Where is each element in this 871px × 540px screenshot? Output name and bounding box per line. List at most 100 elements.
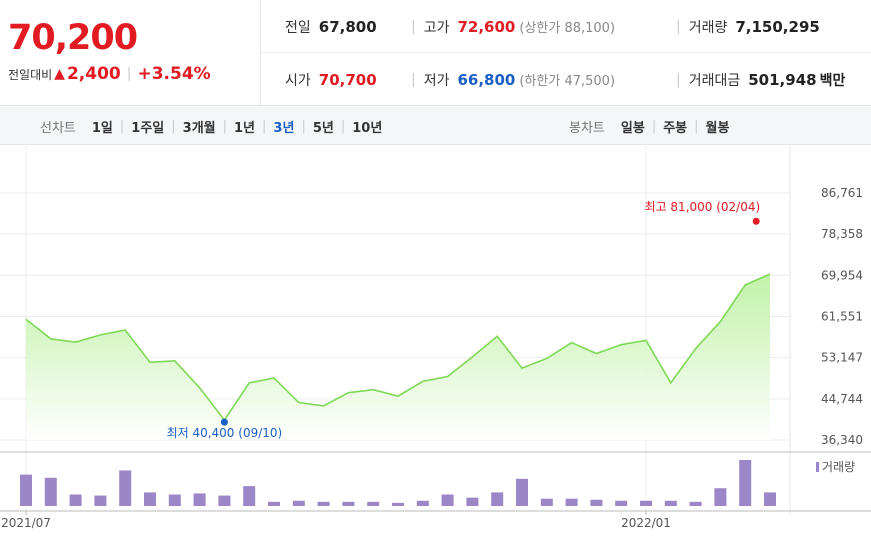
volume-bar <box>367 501 380 506</box>
y-tick-label: 69,954 <box>821 268 863 282</box>
divider: | <box>119 118 125 134</box>
high-label: 고가 <box>423 19 450 36</box>
period-button-4[interactable]: 3년 <box>273 120 295 136</box>
divider: | <box>676 71 681 88</box>
x-axis-ticks: 2021/07 2022/01 <box>1 511 671 530</box>
volume-bar <box>615 500 628 506</box>
volume-bar <box>342 501 355 506</box>
divider: | <box>262 118 267 134</box>
price-box: 70,200 전일대비 ▲ 2,400 | +3.54% <box>0 0 261 106</box>
line-chart-label: 선차트 <box>40 120 76 136</box>
high-value: 72,600 <box>457 17 516 36</box>
y-axis-ticks: 86,761 78,358 69,954 61,551 53,147 44,744 36,3… <box>821 186 863 447</box>
volume-bar <box>20 474 32 506</box>
open-label: 시가 <box>285 72 311 89</box>
stock-header: 70,200 전일대비 ▲ 2,400 | +3.54% 전일 67,800 |… <box>0 0 871 106</box>
volume-bar <box>714 488 727 506</box>
prev-close: 전일 67,800 <box>285 0 377 53</box>
volume-label: 거래량 <box>688 19 728 36</box>
divider: | <box>411 71 416 88</box>
low-label: 저가 <box>423 72 450 89</box>
period-button-5[interactable]: 5년 <box>312 120 334 136</box>
volume-bar <box>739 460 752 506</box>
divider: | <box>171 118 176 134</box>
volume-bar <box>565 498 578 506</box>
divider: | <box>676 18 681 35</box>
line-chart-periods: 선차트 1일 | 1주일 | 3개월 | 1년 | 3년 | 5년 | 10년 <box>40 107 382 145</box>
price-line <box>25 273 771 422</box>
up-arrow-icon: ▲ <box>54 66 65 82</box>
volume-bar <box>144 492 156 506</box>
period-button-6[interactable]: 10년 <box>352 120 383 136</box>
y-tick-label: 44,744 <box>821 392 863 406</box>
volume-bar <box>268 501 280 506</box>
volume-bar <box>441 494 454 506</box>
info-row-1: 전일 67,800 | 고가 72,600 (상한가 88,100) | 거래량… <box>261 0 871 53</box>
candle-period-button-0[interactable]: 일봉 <box>620 120 645 136</box>
y-tick-label: 78,358 <box>821 227 863 241</box>
prev-close-value: 67,800 <box>318 17 377 36</box>
volume-bar <box>516 478 528 506</box>
divider: | <box>340 118 346 134</box>
volume-bar <box>540 498 553 506</box>
volume-bar <box>664 500 677 506</box>
open-value: 70,700 <box>318 70 377 89</box>
candle-chart-label: 봉차트 <box>569 120 605 136</box>
volume-bar <box>44 477 57 506</box>
volume-bar <box>466 497 479 506</box>
min-point-label: 최저 40,400 (09/10) <box>167 426 283 440</box>
volume-legend-swatch <box>816 462 819 472</box>
volume-bar <box>317 501 330 506</box>
divider: | <box>411 18 416 35</box>
volume-bar <box>218 495 231 506</box>
volume-bar <box>243 486 256 506</box>
volume-value: 7,150,295 <box>735 17 820 36</box>
period-button-1[interactable]: 1주일 <box>131 120 165 136</box>
y-tick-label: 86,761 <box>821 186 863 200</box>
max-point-label: 최고 81,000 (02/04) <box>645 200 761 214</box>
volume-bar <box>119 470 132 506</box>
info-row-2: 시가 70,700 | 저가 66,800 (하한가 47,500) | 거래대… <box>261 53 871 106</box>
price-chart: 86,761 78,358 69,954 61,551 53,147 44,744 36,3… <box>0 146 871 530</box>
amount-info: | 거래대금 501,948 백만 <box>676 53 845 106</box>
high-price: | 고가 72,600 (상한가 88,100) <box>411 0 615 53</box>
volume-bar <box>69 494 82 506</box>
low-price: | 저가 66,800 (하한가 47,500) <box>411 53 615 106</box>
amount-value: 501,948 <box>748 70 817 89</box>
current-price: 70,200 <box>8 18 138 58</box>
lower-limit: (하한가 47,500) <box>519 74 616 89</box>
price-change-row: 전일대비 ▲ 2,400 | +3.54% <box>8 64 211 84</box>
period-button-2[interactable]: 3개월 <box>182 120 216 136</box>
change-label: 전일대비 <box>8 67 53 82</box>
volume-bar <box>590 499 603 506</box>
chart-annotations: 최고 81,000 (02/04) 최저 40,400 (09/10) <box>167 200 761 440</box>
amount-label: 거래대금 <box>688 72 741 89</box>
price-area-fill <box>26 274 770 440</box>
max-point-marker <box>752 217 760 225</box>
low-value: 66,800 <box>457 70 516 89</box>
volume-bar <box>292 500 305 506</box>
min-point-marker <box>220 418 228 426</box>
volume-bar <box>392 502 404 506</box>
prev-close-label: 전일 <box>285 19 311 36</box>
candle-period-button-1[interactable]: 주봉 <box>663 120 688 136</box>
candle-period-button-2[interactable]: 월봉 <box>705 120 730 136</box>
upper-limit: (상한가 88,100) <box>519 21 616 36</box>
amount-unit: 백만 <box>819 72 846 89</box>
volume-bar <box>689 501 702 506</box>
open-price: 시가 70,700 <box>285 53 377 106</box>
period-button-3[interactable]: 1년 <box>234 120 256 136</box>
candle-chart-periods: 봉차트 일봉 | 주봉 | 월봉 <box>569 107 729 145</box>
volume-bar <box>491 492 504 506</box>
change-amount: 2,400 <box>66 64 121 84</box>
volume-bar <box>94 495 107 506</box>
volume-bar <box>764 492 776 506</box>
x-tick-label: 2022/01 <box>621 516 671 530</box>
quote-info-grid: 전일 67,800 | 고가 72,600 (상한가 88,100) | 거래량… <box>261 0 871 106</box>
price-area <box>25 273 771 440</box>
volume-bars: 거래량 <box>20 460 855 506</box>
volume-bar <box>416 500 429 506</box>
period-button-0[interactable]: 1일 <box>91 120 113 136</box>
y-tick-label: 36,340 <box>821 433 863 447</box>
divider: | <box>301 118 306 134</box>
